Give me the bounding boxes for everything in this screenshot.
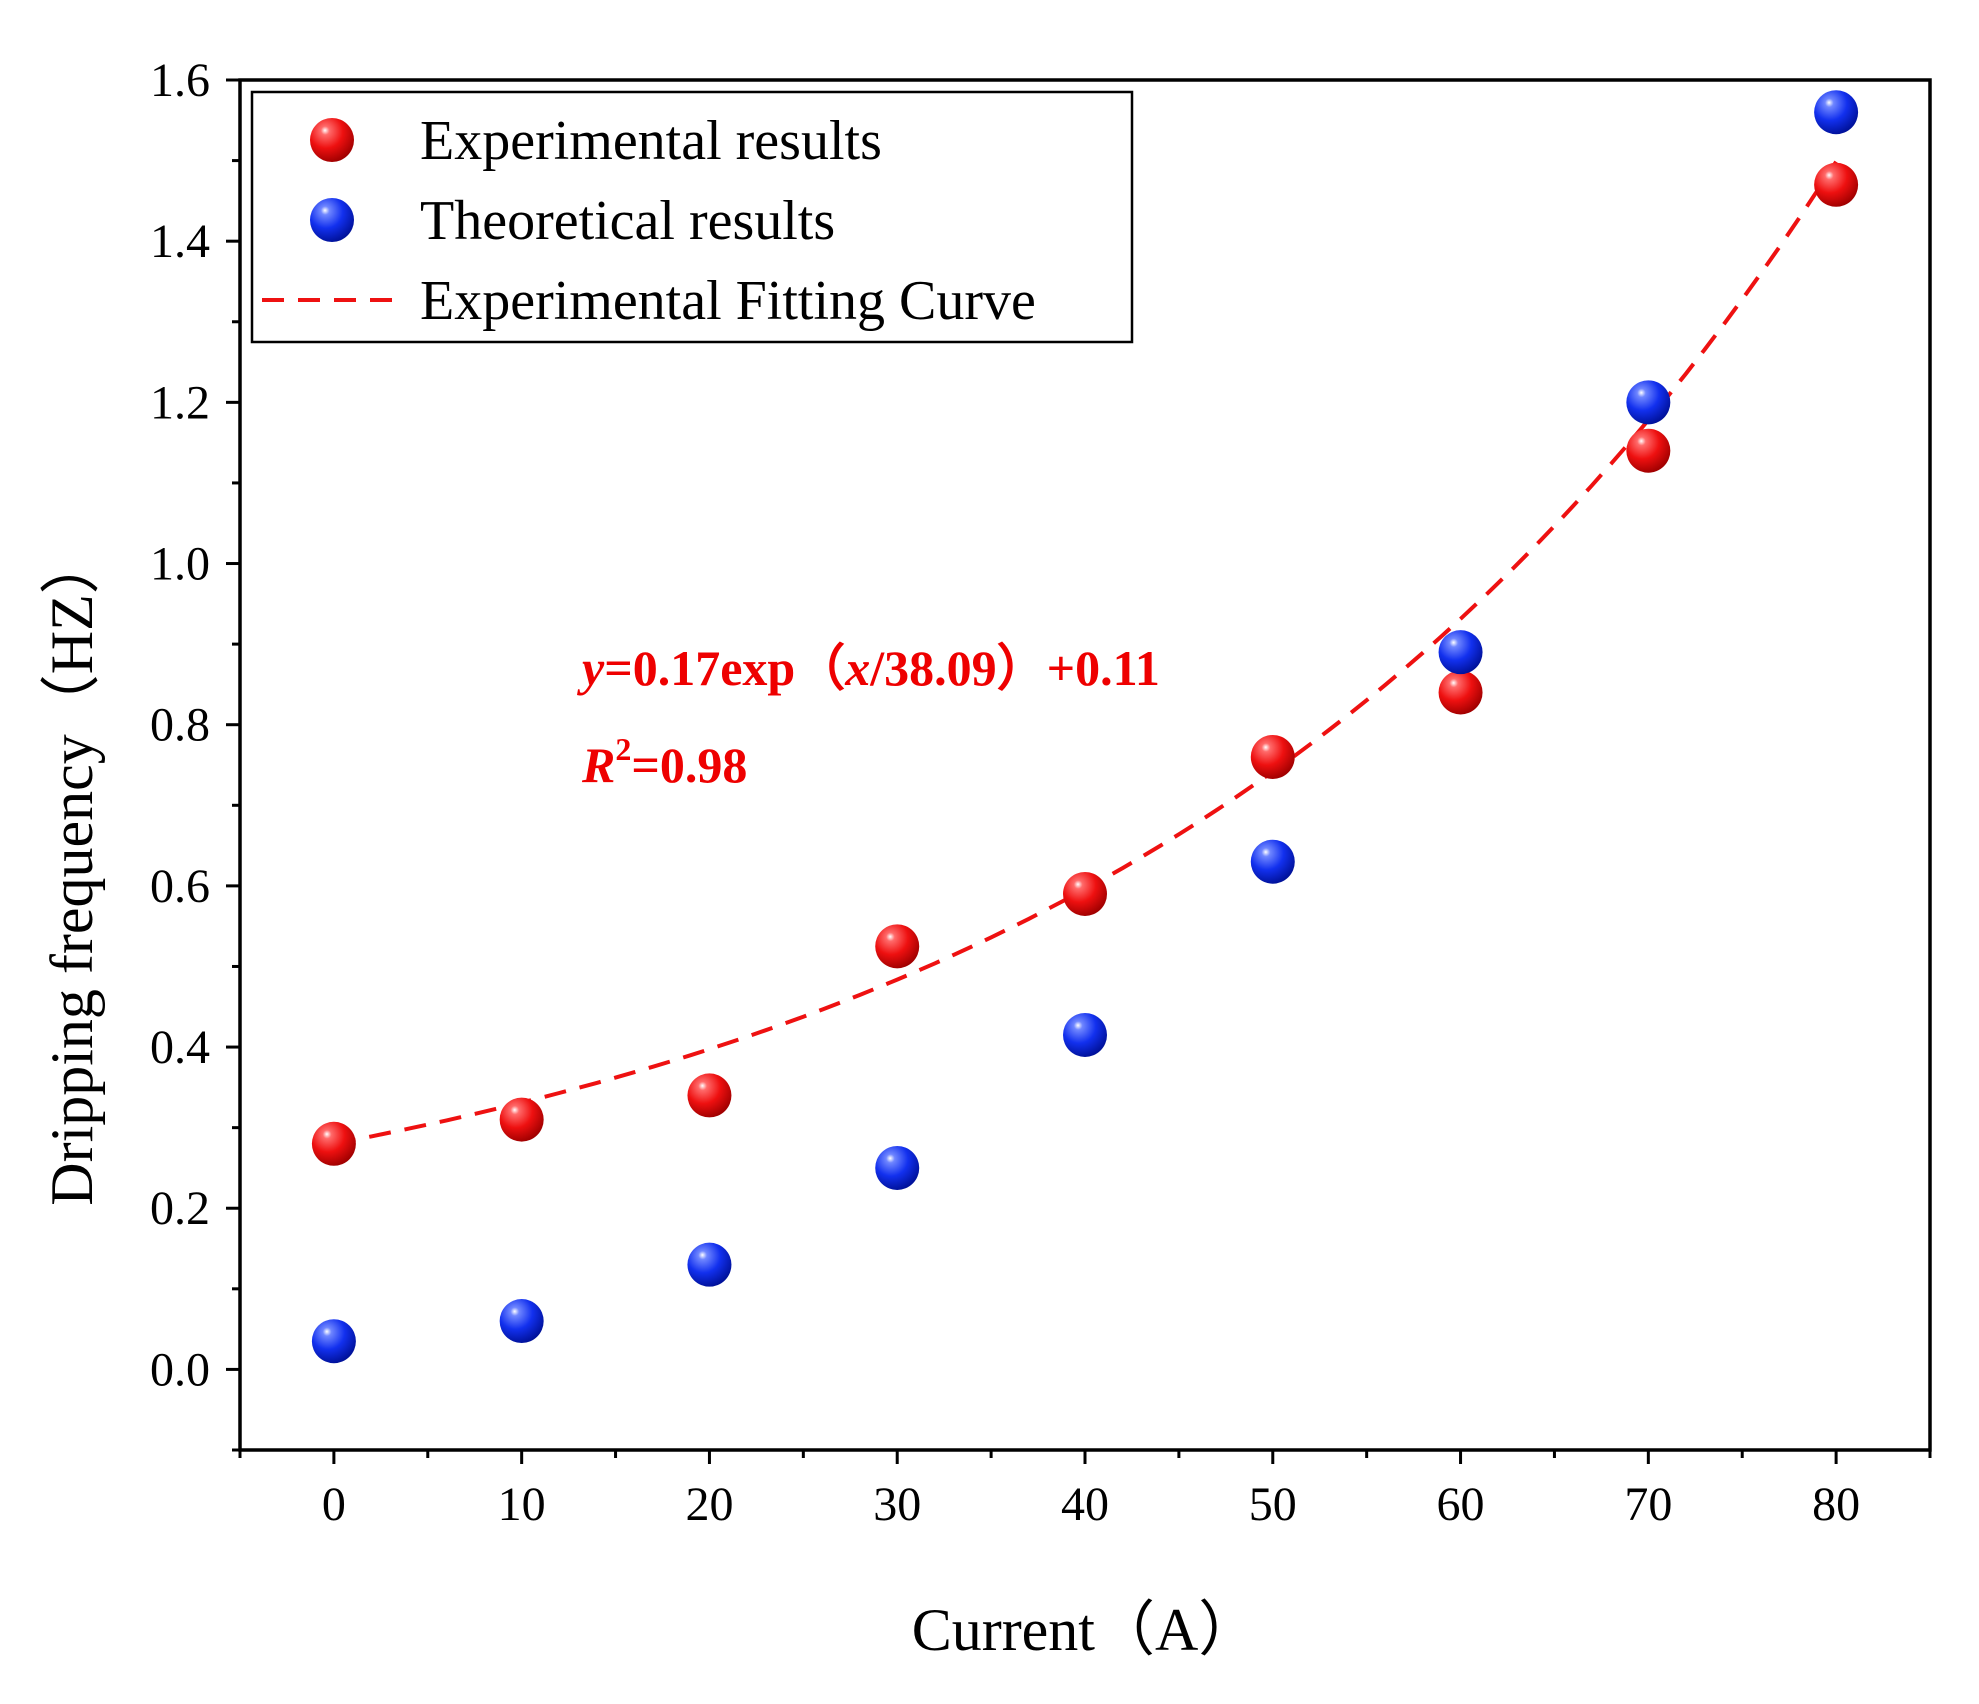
legend-marker-experimental bbox=[310, 118, 354, 162]
legend-label-theoretical: Theoretical results bbox=[420, 190, 835, 252]
experimental-point-body bbox=[1250, 734, 1295, 779]
experimental-point-body bbox=[499, 1097, 544, 1142]
theoretical-point-body bbox=[1250, 839, 1295, 884]
x-tick-label: 80 bbox=[1812, 1478, 1860, 1531]
x-tick-label: 10 bbox=[498, 1478, 546, 1531]
experimental-point bbox=[1626, 428, 1671, 473]
experimental-point-body bbox=[1063, 871, 1107, 916]
x-tick-label: 60 bbox=[1437, 1478, 1485, 1531]
x-tick-label: 40 bbox=[1061, 1478, 1109, 1531]
y-tick-label: 1.4 bbox=[150, 215, 210, 268]
experimental-point-body bbox=[1438, 670, 1483, 715]
r2-value: =0.98 bbox=[631, 737, 747, 793]
legend-experimental-sphere bbox=[310, 118, 354, 162]
theoretical-point bbox=[1063, 1012, 1107, 1057]
experimental-point bbox=[1250, 734, 1295, 779]
experimental-point-body bbox=[1814, 162, 1859, 207]
x-tick-label: 20 bbox=[685, 1478, 733, 1531]
theoretical-point bbox=[875, 1145, 920, 1190]
theoretical-point-body bbox=[875, 1145, 920, 1190]
y-tick-label: 0.8 bbox=[150, 699, 210, 752]
y-tick-label: 0.2 bbox=[150, 1182, 210, 1235]
experimental-point bbox=[875, 924, 920, 969]
y-tick-label: 0.4 bbox=[150, 1021, 210, 1074]
experimental-point-body bbox=[687, 1073, 732, 1118]
theoretical-point-body bbox=[1438, 630, 1483, 675]
theoretical-point bbox=[1626, 380, 1671, 425]
theoretical-point-body bbox=[1814, 90, 1859, 135]
theoretical-point bbox=[311, 1319, 356, 1364]
x-tick-label: 30 bbox=[873, 1478, 921, 1531]
experimental-point bbox=[687, 1073, 732, 1118]
experimental-point bbox=[311, 1121, 356, 1166]
x-tick-labels: 0 10 20 30 40 50 60 70 80 bbox=[322, 1478, 1860, 1531]
theoretical-point-body bbox=[311, 1319, 356, 1364]
fit-equation: y=0.17exp（x/38.09）+0.11 bbox=[577, 640, 1160, 696]
x-axis-title: Current（A） bbox=[912, 1597, 1259, 1663]
axis-ticks bbox=[226, 78, 1932, 1464]
legend-theoretical-sphere-body bbox=[310, 198, 354, 242]
y-tick-label: 1.0 bbox=[150, 538, 210, 591]
legend: Experimental results Theoretical results… bbox=[250, 90, 1134, 344]
legend-label-experimental: Experimental results bbox=[420, 110, 882, 172]
experimental-point bbox=[1063, 871, 1107, 916]
experimental-point-body bbox=[1626, 428, 1671, 473]
theoretical-point bbox=[687, 1242, 732, 1287]
theoretical-point-body bbox=[499, 1299, 544, 1344]
legend-theoretical-sphere bbox=[310, 198, 354, 242]
y-tick-label: 1.2 bbox=[150, 376, 210, 429]
r2-superscript: 2 bbox=[615, 731, 631, 767]
eq-tail: /38.09）+0.11 bbox=[869, 640, 1160, 696]
legend-marker-theoretical bbox=[310, 198, 354, 242]
x-tick-label: 70 bbox=[1624, 1478, 1672, 1531]
experimental-point-body bbox=[311, 1121, 356, 1166]
theoretical-point bbox=[1814, 90, 1859, 135]
x-tick-label: 0 bbox=[322, 1478, 346, 1531]
experimental-point bbox=[1814, 162, 1859, 207]
legend-box bbox=[250, 90, 1134, 344]
y-tick-labels: 0.0 0.2 0.4 0.6 0.8 1.0 1.2 1.4 1.6 bbox=[150, 54, 210, 1396]
theoretical-point-body bbox=[1626, 380, 1671, 425]
y-tick-label: 0.0 bbox=[150, 1343, 210, 1396]
experimental-point bbox=[1438, 670, 1483, 715]
theoretical-point bbox=[1250, 839, 1295, 884]
eq-mid: =0.17exp（ bbox=[604, 640, 845, 696]
fit-r-squared: R2=0.98 bbox=[581, 731, 747, 793]
eq-x-symbol: x bbox=[844, 640, 870, 696]
theoretical-point-body bbox=[687, 1242, 732, 1287]
experimental-point bbox=[499, 1097, 544, 1142]
y-tick-label: 0.6 bbox=[150, 860, 210, 913]
r2-symbol: R bbox=[581, 737, 615, 793]
theoretical-point-body bbox=[1063, 1012, 1107, 1057]
legend-experimental-sphere-body bbox=[310, 118, 354, 162]
experimental-point-body bbox=[875, 924, 920, 969]
legend-label-fitting-curve: Experimental Fitting Curve bbox=[420, 270, 1036, 332]
theoretical-point bbox=[1438, 630, 1483, 675]
y-axis-title: Dripping frequency（HZ） bbox=[39, 534, 105, 1205]
theoretical-point bbox=[499, 1299, 544, 1344]
eq-y-symbol: y bbox=[577, 640, 605, 696]
x-tick-label: 50 bbox=[1249, 1478, 1297, 1531]
data-points bbox=[311, 90, 1859, 1364]
y-tick-label: 1.6 bbox=[150, 54, 210, 107]
